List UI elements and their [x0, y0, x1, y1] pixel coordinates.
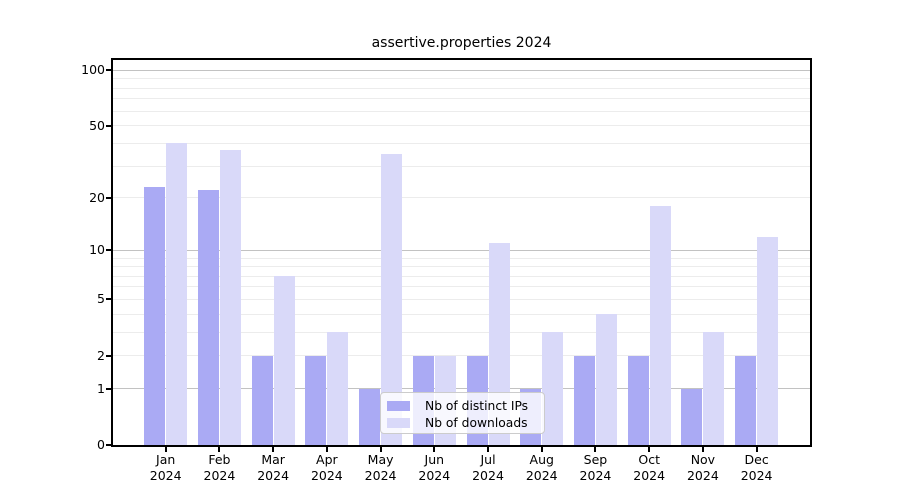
bar-downloads-oct — [649, 205, 671, 445]
gridline-minor — [113, 87, 810, 89]
y-tick-mark — [106, 354, 111, 357]
gridline-major — [113, 69, 810, 71]
bar-downloads-apr — [327, 332, 349, 445]
x-tick-label: Nov 2024 — [686, 452, 719, 483]
y-tick-label: 20 — [89, 189, 105, 205]
legend-swatch-distinct-ips — [387, 400, 410, 411]
y-tick-mark — [106, 124, 111, 127]
x-tick-mark — [755, 447, 758, 452]
bar-downloads-dec — [757, 236, 779, 445]
y-tick-label: 10 — [89, 242, 105, 258]
y-tick-label: 1 — [97, 380, 105, 396]
legend: Nb of distinct IPs Nb of downloads — [380, 392, 545, 434]
gridline-minor — [113, 275, 810, 277]
gridline-major — [113, 249, 810, 251]
x-tick-label: Feb 2024 — [203, 452, 236, 483]
x-tick-label: Jun 2024 — [418, 452, 451, 483]
gridline-minor — [113, 257, 810, 259]
x-tick-mark — [379, 447, 382, 452]
gridline-minor — [113, 197, 810, 199]
x-tick-label: Aug 2024 — [525, 452, 558, 483]
legend-item-downloads: Nb of downloads — [387, 414, 538, 431]
legend-swatch-downloads — [387, 417, 410, 428]
y-tick-label: 100 — [81, 62, 105, 78]
bar-downloads-feb — [219, 149, 241, 445]
gridline-minor — [113, 313, 810, 315]
bar-distinct-ips-feb — [197, 190, 219, 445]
bar-distinct-ips-may — [359, 388, 381, 445]
gridline-minor — [113, 78, 810, 80]
x-tick-mark — [540, 447, 543, 452]
y-tick-label: 5 — [97, 291, 105, 307]
x-tick-label: Apr 2024 — [310, 452, 343, 483]
bar-distinct-ips-oct — [627, 355, 649, 445]
x-tick-mark — [594, 447, 597, 452]
x-tick-label: Oct 2024 — [633, 452, 666, 483]
chart-title: assertive.properties 2024 — [371, 35, 552, 51]
bar-distinct-ips-nov — [681, 388, 703, 445]
x-tick-label: Jul 2024 — [472, 452, 504, 483]
bar-downloads-sep — [595, 314, 617, 445]
bar-downloads-aug — [542, 332, 564, 445]
y-tick-mark — [106, 69, 111, 72]
y-tick-mark — [106, 249, 111, 252]
bar-distinct-ips-apr — [305, 355, 327, 445]
bar-distinct-ips-sep — [573, 355, 595, 445]
gridline-minor — [113, 165, 810, 167]
legend-label-distinct-ips: Nb of distinct IPs — [425, 398, 529, 413]
x-tick-mark — [164, 447, 167, 452]
x-tick-mark — [701, 447, 704, 452]
legend-item-distinct-ips: Nb of distinct IPs — [387, 397, 538, 414]
x-tick-label: May 2024 — [364, 452, 397, 483]
y-tick-label: 0 — [97, 437, 105, 452]
bar-distinct-ips-dec — [735, 355, 757, 445]
bar-downloads-nov — [703, 332, 725, 445]
y-tick-mark — [106, 298, 111, 301]
y-tick-label: 50 — [89, 117, 105, 133]
x-tick-mark — [487, 447, 490, 452]
y-tick-mark — [106, 196, 111, 199]
bar-distinct-ips-mar — [251, 355, 273, 445]
x-tick-mark — [218, 447, 221, 452]
x-tick-mark — [648, 447, 651, 452]
legend-label-downloads: Nb of downloads — [425, 415, 528, 430]
x-tick-label: Mar 2024 — [257, 452, 290, 483]
gridline-minor — [113, 286, 810, 288]
x-tick-label: Dec 2024 — [740, 452, 773, 483]
bar-distinct-ips-jan — [144, 186, 166, 445]
x-tick-mark — [325, 447, 328, 452]
x-tick-mark — [272, 447, 275, 452]
bar-downloads-jan — [166, 143, 188, 445]
y-tick-mark — [106, 387, 111, 390]
y-tick-mark — [106, 444, 111, 446]
plot-area: Nb of distinct IPs Nb of downloads — [111, 58, 812, 447]
bar-downloads-may — [381, 153, 403, 445]
y-tick-label: 2 — [97, 347, 105, 363]
gridline-minor — [113, 355, 810, 357]
x-tick-mark — [433, 447, 436, 452]
gridline-minor — [113, 266, 810, 268]
gridline-minor — [113, 125, 810, 127]
gridline-major — [113, 388, 810, 390]
gridline-minor — [113, 298, 810, 300]
x-tick-label: Jan 2024 — [149, 452, 182, 483]
bar-downloads-mar — [273, 276, 295, 445]
gridline-minor — [113, 98, 810, 100]
gridline-minor — [113, 331, 810, 333]
x-tick-label: Sep 2024 — [579, 452, 612, 483]
gridline-minor — [113, 110, 810, 112]
gridline-minor — [113, 142, 810, 144]
